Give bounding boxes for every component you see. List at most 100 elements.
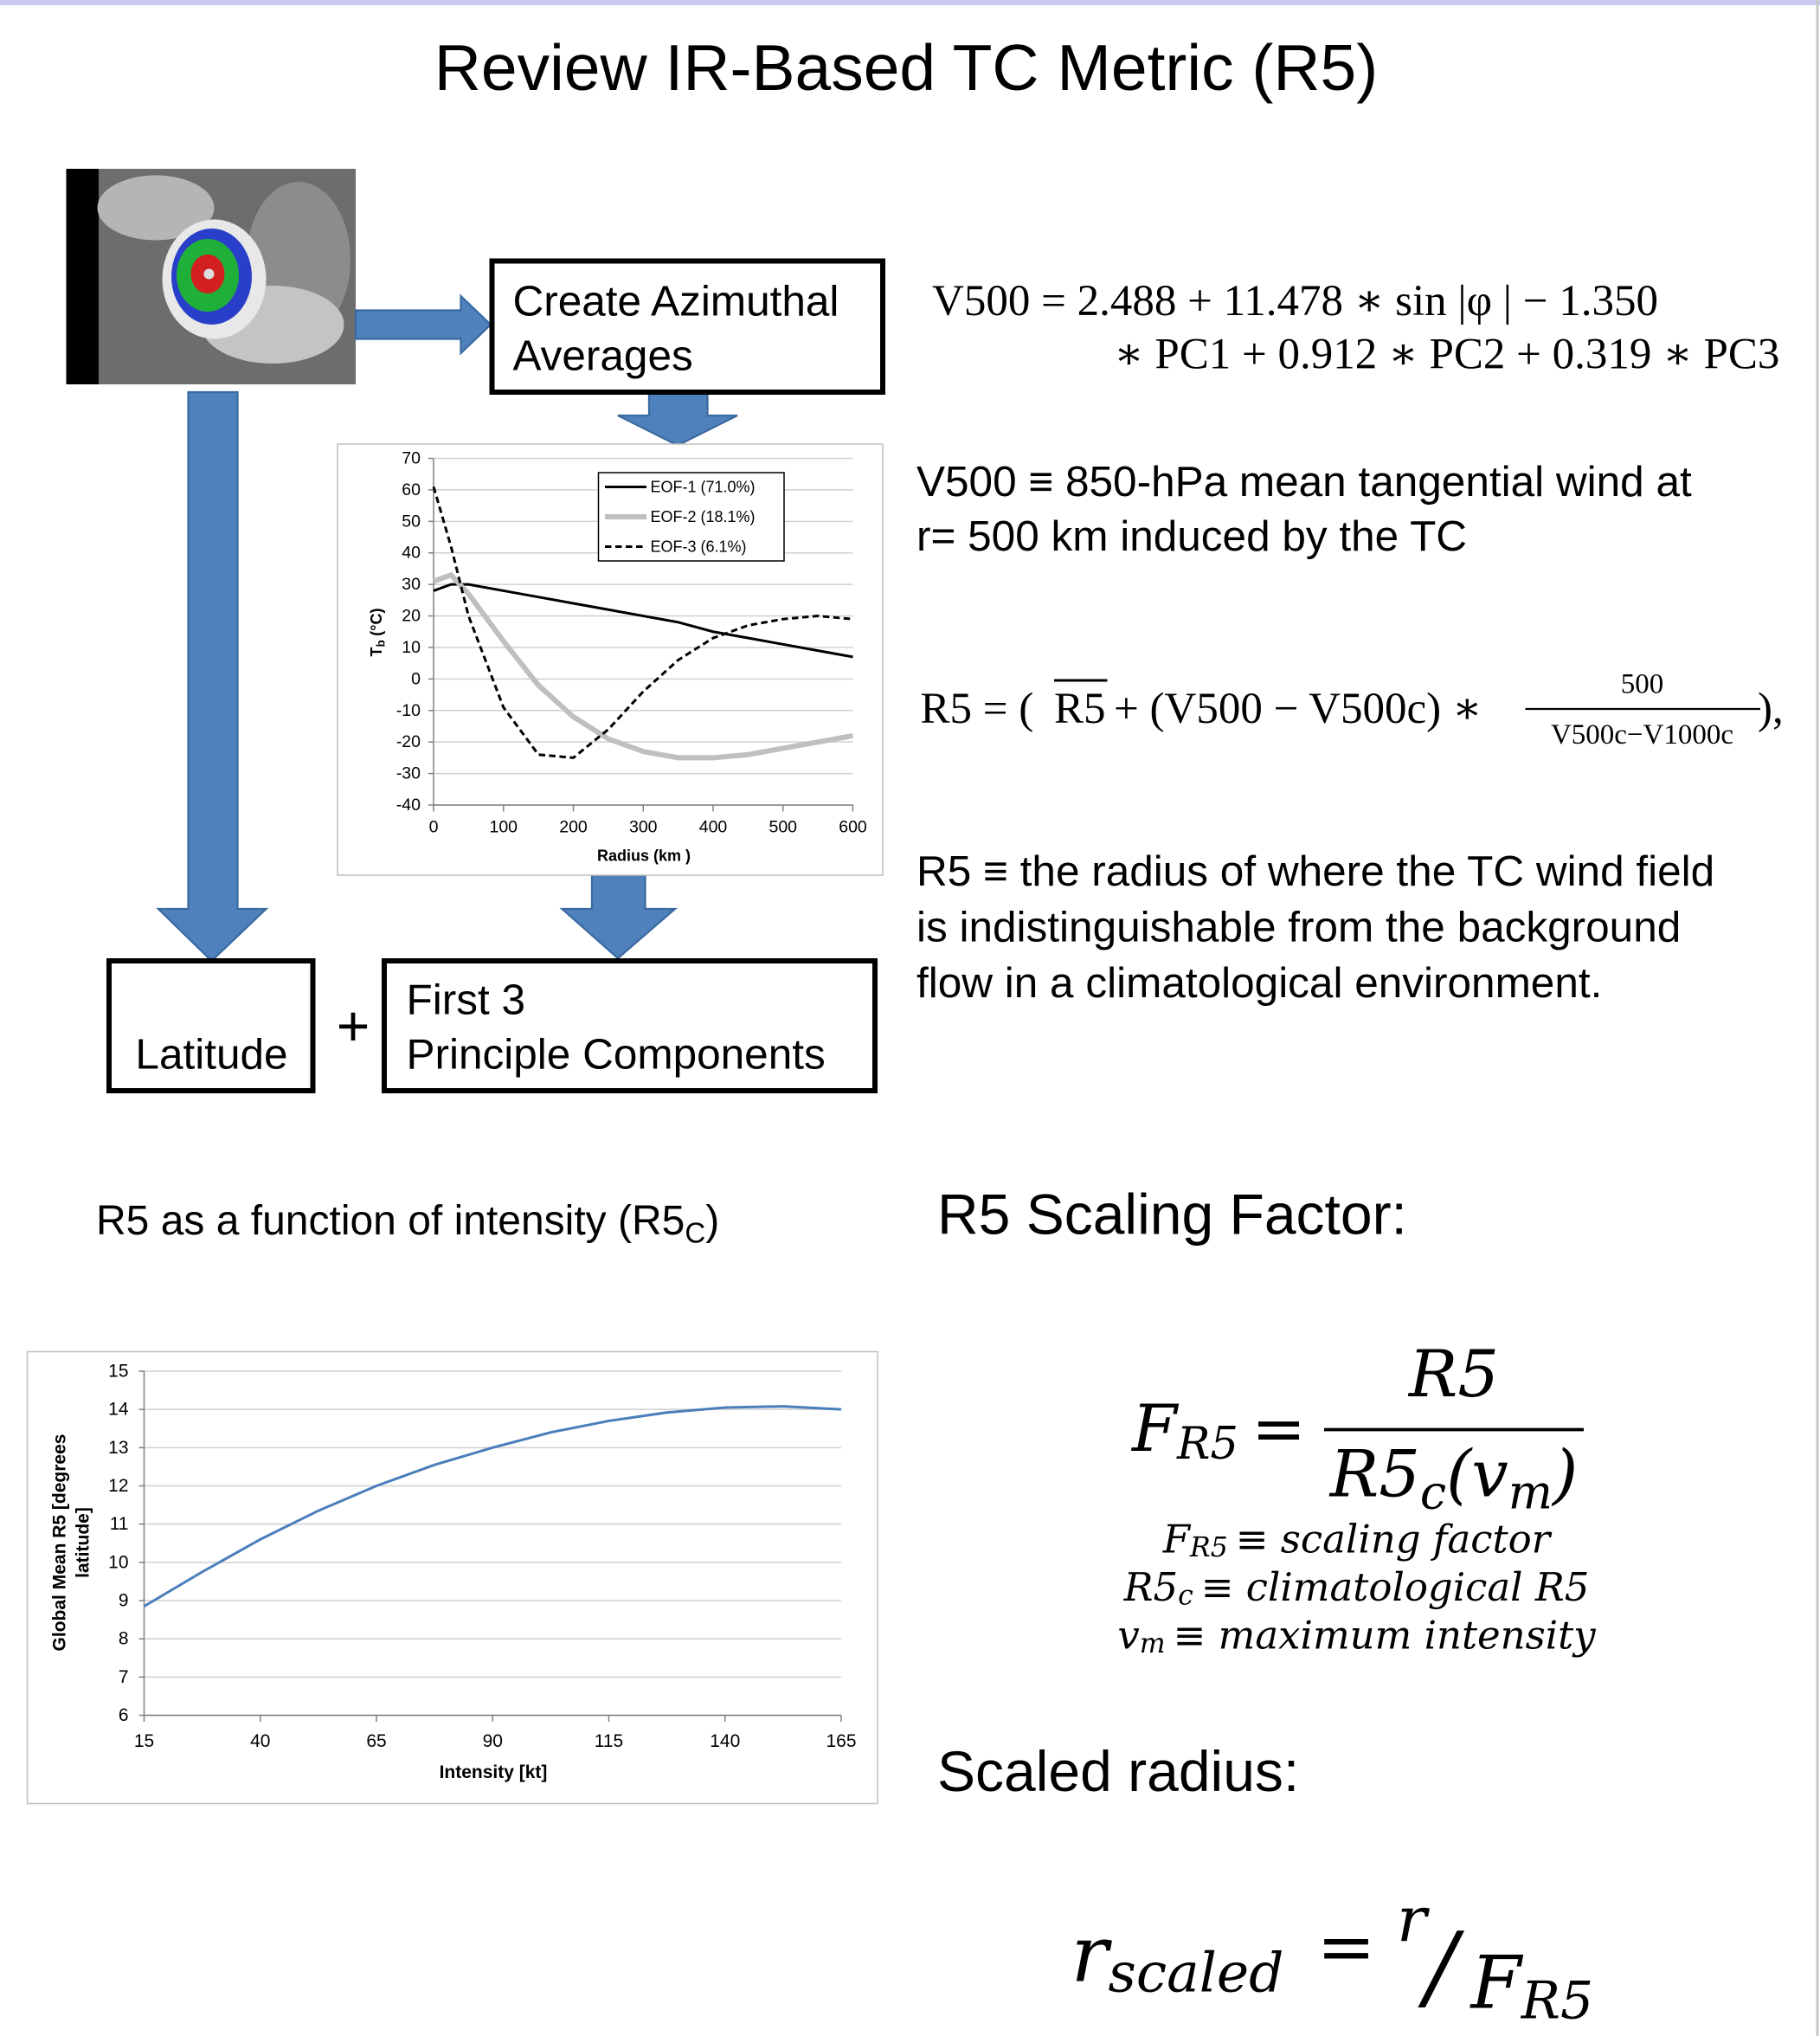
symbol: R5 [1328,1436,1420,1512]
subscript: R5 [1189,1532,1228,1563]
box-label: Create Azimuthal [513,278,839,325]
y-axis-label: latitude] [74,1507,93,1578]
equals: = [1317,1907,1376,1988]
definition-text: ≡ scaling factor [1236,1516,1553,1562]
components-box [382,958,878,1093]
fraction-denominator: V500c−V1000c [1551,719,1733,751]
y-tick-label: 9 [119,1591,129,1611]
caption-text: R5 as a function of intensity (R5 [96,1198,685,1244]
y-tick-label: -40 [396,796,421,815]
definition-text: ≡ maximum intensity [1174,1612,1597,1658]
satellite-image [66,169,356,384]
x-tick-label: 200 [559,818,588,837]
fraction-numerator: 500 [1621,669,1664,700]
symbol: R5 [1123,1564,1179,1610]
subscript: c [1178,1581,1193,1612]
y-axis-label-main: T [368,647,385,656]
y-tick-label: -20 [396,732,421,751]
equals: = [1251,1390,1306,1466]
y-tick-label: 12 [108,1476,128,1496]
y-tick-label: 60 [402,480,421,499]
box-label: Latitude [135,1031,287,1079]
legend-label: EOF-1 (71.0%) [651,479,756,496]
x-tick-label: 40 [250,1731,270,1751]
subscript: R5 [1521,1971,1593,2032]
y-tick-label: 7 [119,1667,129,1687]
y-tick-label: 15 [108,1362,128,1382]
numerator: R5 [1407,1336,1499,1412]
y-tick-label: -30 [396,764,421,783]
x-axis-label: Intensity [kt] [440,1762,548,1782]
arrow [156,390,269,963]
definition: FR5 ≡ scaling factor [1162,1516,1553,1563]
y-axis-label: Global Mean R5 [degrees [50,1434,70,1652]
formula: FR5 [1470,1941,1594,2032]
heading: R5 Scaling Factor: [937,1182,1407,1247]
x-tick-label: 400 [699,818,728,837]
y-tick-label: 11 [110,1514,129,1534]
x-tick-label: 115 [595,1731,623,1751]
definition: flow in a climatological environment. [916,959,1602,1007]
legend-label: EOF-3 (6.1%) [651,538,747,556]
data-line [432,486,853,759]
subscript: m [1140,1628,1166,1659]
y-tick-label: 0 [411,669,421,688]
symbol: F [1470,1941,1524,2026]
box-label: First 3 [407,976,526,1024]
title: Review IR-Based TC Metric (R5) [434,31,1379,104]
y-tick-label: 8 [119,1629,129,1649]
y-tick-label: 20 [402,607,421,626]
arrow [354,293,492,356]
symbol: (v [1446,1436,1508,1512]
y-tick-label: 40 [402,544,421,563]
x-tick-label: 0 [429,818,439,837]
slash: / [1418,1913,1465,2021]
y-tick-label: -10 [396,701,421,720]
equation: ), [1758,685,1784,733]
arrow [617,390,738,447]
box-label: Principle Components [407,1031,826,1079]
equation: R5 [1054,685,1106,733]
chart-frame [26,1350,878,1805]
arrow [559,871,678,960]
x-tick-label: 300 [629,818,658,837]
y-tick-label: 14 [108,1400,129,1420]
caption: R5 as a function of intensity (R5C) [96,1198,719,1249]
y-tick-label: 10 [108,1552,128,1572]
formula: rscaled [1071,1909,1284,2004]
data-line [143,1405,842,1608]
equation: ∗ PC1 + 0.912 ∗ PC2 + 0.319 ∗ PC3 [1114,331,1779,379]
definition: V500 ≡ 850-hPa mean tangential wind at [916,458,1692,506]
y-tick-label: 70 [402,449,421,468]
top-border [0,0,1820,5]
data-line [433,583,853,659]
definition: is indistinguishable from the background [916,904,1681,951]
y-tick-label: 50 [402,512,421,531]
heading: Scaled radius: [937,1739,1299,1803]
symbol: F [1162,1516,1192,1562]
subscript: c [1420,1465,1446,1519]
symbol: ) [1551,1436,1578,1512]
caption-sub: C [685,1216,705,1248]
x-tick-label: 500 [769,818,797,837]
x-tick-label: 65 [366,1731,386,1751]
symbol: F [1130,1390,1180,1466]
equation: R5 = ( [921,685,1034,733]
x-tick-label: 100 [489,818,518,837]
y-axis-label: Tb (°C) [368,609,387,657]
equation: + (V500 − V500c) ∗ [1114,685,1482,733]
x-tick-label: 90 [483,1731,503,1751]
y-tick-label: 13 [108,1438,128,1458]
x-tick-label: 15 [134,1731,154,1751]
azimuthal-box [489,258,885,395]
subscript: m [1508,1465,1553,1519]
definition: r= 500 km induced by the TC [916,512,1467,560]
denominator: R5c(vm) [1328,1436,1579,1519]
y-tick-label: 30 [402,575,421,594]
y-axis-label-unit: (°C) [368,609,385,636]
definition: vm ≡ maximum intensity [1117,1612,1596,1659]
x-tick-label: 600 [839,818,867,837]
subscript: R5 [1176,1419,1238,1470]
